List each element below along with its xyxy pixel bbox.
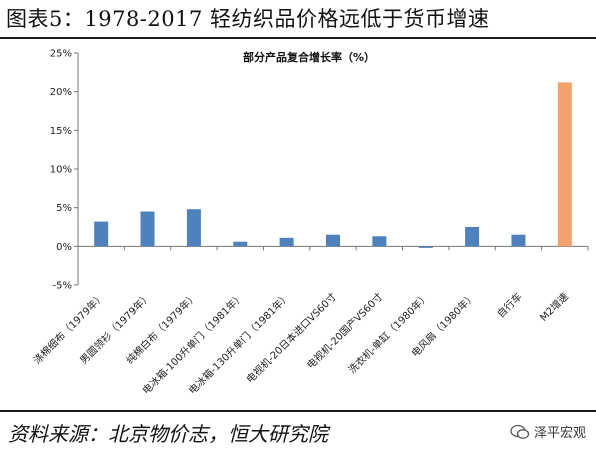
bar (511, 234, 526, 247)
chart-title: 部分产品复合增长率（%） (243, 50, 375, 64)
y-tick-label: 15% (50, 126, 72, 137)
y-tick-label: 5% (56, 203, 72, 214)
top-divider (0, 37, 596, 39)
bar (465, 227, 480, 247)
bar (140, 211, 155, 247)
x-category-label: M2增速 (537, 290, 571, 324)
bar-chart: 部分产品复合增长率（%） 25% 20% 15% 10% 5% 0% -5% 涤棉细布（19… (31, 49, 589, 397)
y-tick-label: -5% (53, 281, 72, 292)
x-category-label: 电视机-20日本进口VS60寸 (243, 290, 339, 386)
page-title: 图表5：1978-2017 轻纺织品价格远低于货币增速 (6, 7, 490, 31)
chart-labels: 涤棉细布（1979年）男圆领衫（1979年）纯棉白布（1979年）电冰箱-100… (31, 290, 571, 397)
chat-bubble-icon (510, 424, 530, 439)
watermark: 泽平宏观 (510, 422, 586, 441)
y-tick-label: 25% (50, 49, 72, 60)
bar (418, 246, 433, 248)
watermark-text: 泽平宏观 (533, 426, 586, 441)
bar (279, 237, 294, 247)
chart-axes: 25% 20% 15% 10% 5% 0% -5% (50, 49, 589, 292)
bottom-divider (0, 410, 596, 412)
x-category-label: 电视机-20国产VS60寸 (304, 290, 385, 371)
bar (186, 209, 201, 247)
bar (557, 82, 572, 247)
source-note: 资料来源：北京物价志，恒大研究院 (8, 422, 328, 446)
x-category-label: 洗衣机-单缸（1980年） (346, 290, 432, 376)
bar (94, 221, 109, 247)
bar (233, 241, 248, 247)
bar (326, 234, 340, 247)
y-tick-label: 20% (50, 87, 72, 98)
bar (372, 236, 387, 247)
x-category-label: 自行车 (494, 290, 524, 320)
y-tick-label: 0% (56, 242, 72, 253)
y-tick-label: 10% (50, 165, 72, 176)
chart-bars (94, 82, 572, 248)
header: 图表5：1978-2017 轻纺织品价格远低于货币增速 (0, 0, 596, 36)
